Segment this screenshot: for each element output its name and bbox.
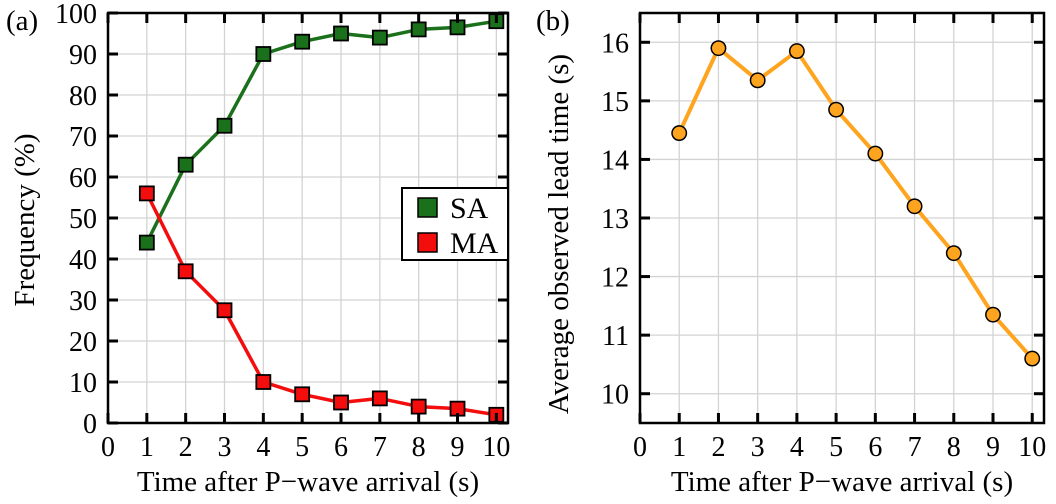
x-tick-label: 6 <box>868 432 882 463</box>
y-tick-label: 50 <box>69 204 97 235</box>
y-tick-label: 13 <box>601 204 629 235</box>
x-tick-label: 0 <box>101 432 115 463</box>
x-tick-label: 5 <box>829 432 843 463</box>
legend-swatch-ma <box>417 232 438 253</box>
x-tick-label: 3 <box>218 432 232 463</box>
x-tick-label: 2 <box>711 432 725 463</box>
data-point <box>710 40 727 57</box>
x-tick-label: 8 <box>947 432 961 463</box>
data-point <box>371 390 388 407</box>
y-tick-label: 12 <box>601 263 629 294</box>
x-tick-label: 6 <box>334 432 348 463</box>
y-tick-label: 16 <box>601 28 629 59</box>
x-tick-label: 4 <box>790 432 804 463</box>
y-tick-label: 80 <box>69 81 97 112</box>
series-line-average-observed-lead-time <box>677 46 1035 361</box>
panel-b-y-axis-title: Average observed lead time (s) <box>543 54 575 414</box>
legend: SA MA <box>401 187 509 261</box>
y-tick-label: 14 <box>601 145 629 176</box>
data-point <box>749 72 766 89</box>
legend-label-sa: SA <box>450 192 489 225</box>
data-point <box>371 29 388 46</box>
data-point <box>216 302 233 319</box>
data-point <box>867 145 884 162</box>
x-tick-label: 5 <box>295 432 309 463</box>
legend-label-ma: MA <box>450 227 499 260</box>
data-point <box>788 43 805 60</box>
data-point <box>906 198 923 215</box>
x-tick-label: 7 <box>373 432 387 463</box>
y-tick-label: 70 <box>69 122 97 153</box>
y-tick-label: 0 <box>83 409 97 440</box>
panel-a-tag: (a) <box>6 5 38 37</box>
data-point <box>177 156 194 173</box>
data-point <box>1024 350 1041 367</box>
y-tick-label: 60 <box>69 163 97 194</box>
x-tick-label: 4 <box>256 432 270 463</box>
data-point <box>828 101 845 118</box>
data-point <box>945 245 962 262</box>
y-tick-label: 90 <box>69 40 97 71</box>
y-tick-label: 100 <box>55 0 97 30</box>
data-point <box>138 185 155 202</box>
x-tick-label: 1 <box>672 432 686 463</box>
panel-a-y-axis-title: Frequency (%) <box>9 133 41 306</box>
data-point <box>216 117 233 134</box>
x-tick-label: 8 <box>412 432 426 463</box>
x-tick-label: 7 <box>908 432 922 463</box>
x-tick-label: 2 <box>179 432 193 463</box>
data-point <box>294 386 311 403</box>
x-tick-label: 3 <box>751 432 765 463</box>
x-tick-label: 10 <box>482 432 510 463</box>
x-tick-label: 0 <box>633 432 647 463</box>
x-tick-label: 9 <box>451 432 465 463</box>
y-tick-label: 20 <box>69 327 97 358</box>
x-tick-label: 10 <box>1018 432 1046 463</box>
data-point <box>410 398 427 415</box>
data-point <box>255 46 272 62</box>
data-point <box>255 374 272 390</box>
data-point <box>177 263 194 280</box>
series-line-ma <box>145 191 499 417</box>
x-tick-label: 9 <box>986 432 1000 463</box>
data-point <box>333 25 349 42</box>
legend-swatch-sa <box>417 197 438 218</box>
panel-b-x-axis-title: Time after P−wave arrival (s) <box>671 466 1013 498</box>
x-tick-label: 1 <box>140 432 154 463</box>
y-tick-label: 10 <box>601 380 629 411</box>
y-tick-label: 30 <box>69 286 97 317</box>
data-point <box>410 21 427 38</box>
series-line-sa <box>145 19 499 245</box>
y-tick-label: 10 <box>69 368 97 399</box>
y-tick-label: 15 <box>601 87 629 118</box>
data-point <box>671 125 688 142</box>
panel-a-x-axis-title: Time after P−wave arrival (s) <box>137 466 479 498</box>
data-point <box>333 394 349 411</box>
y-tick-label: 11 <box>602 321 629 352</box>
y-tick-label: 40 <box>69 245 97 276</box>
data-point <box>294 33 311 50</box>
gridlines <box>640 13 1044 423</box>
data-point <box>985 306 1001 323</box>
data-point <box>138 234 155 251</box>
panel-b-tag: (b) <box>536 5 570 37</box>
